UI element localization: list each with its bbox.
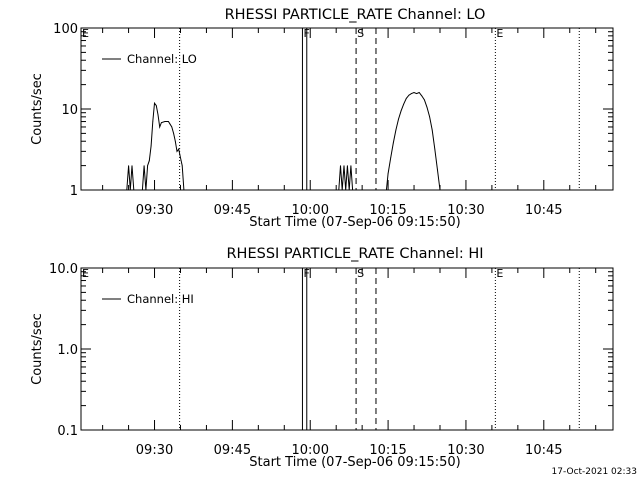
x-axis-label: Start Time (07-Sep-06 09:15:50) [249, 215, 460, 230]
data-point [157, 114, 159, 116]
data-point [408, 94, 410, 96]
x-tick-label: 10:00 [292, 443, 329, 458]
data-point [178, 148, 180, 150]
marker-label: E [82, 267, 89, 280]
data-point [155, 105, 157, 106]
data-point [352, 189, 353, 191]
data-point [341, 189, 343, 191]
data-point [431, 129, 433, 131]
data-point [164, 121, 166, 122]
y-tick-label: 100 [53, 22, 78, 37]
x-tick-label: 10:15 [369, 203, 406, 218]
data-point [390, 157, 392, 159]
x-tick-label: 10:15 [369, 443, 406, 458]
x-tick-label: 10:00 [292, 203, 329, 218]
legend-entry: Channel: HI [127, 292, 194, 306]
data-point [154, 102, 155, 104]
data-point [392, 142, 394, 144]
data-point [434, 148, 436, 150]
data-point [413, 92, 415, 93]
data-point [147, 165, 149, 167]
data-point [395, 129, 397, 131]
data-point [168, 121, 169, 122]
data-point [348, 189, 350, 191]
data-point [173, 133, 175, 134]
data-point [439, 189, 441, 191]
data-point [133, 189, 135, 191]
data-point [145, 189, 147, 191]
data-point [129, 189, 131, 191]
data-point [171, 126, 173, 128]
data-point [347, 165, 348, 167]
series-line-segment [385, 91, 441, 191]
data-point [386, 189, 387, 191]
data-point [338, 189, 340, 191]
series-line-segment [338, 165, 354, 191]
series-line-segment [126, 101, 185, 191]
data-point [128, 165, 130, 167]
data-point [400, 110, 402, 112]
x-tick-label: 09:30 [136, 203, 173, 218]
data-point [174, 140, 176, 142]
y-tick-label: 1 [70, 184, 78, 199]
chart-title: RHESSI PARTICLE_RATE Channel: HI [226, 246, 483, 262]
data-point [176, 151, 178, 152]
y-axis-label: Counts/sec [30, 73, 45, 145]
data-point [148, 160, 150, 162]
x-tick-label: 10:30 [447, 443, 484, 458]
chart-title: RHESSI PARTICLE_RATE Channel: LO [225, 7, 486, 23]
data-point [126, 189, 128, 191]
data-point [405, 98, 407, 99]
marker-label: E [496, 267, 503, 280]
data-point [437, 168, 438, 170]
data-point [142, 189, 143, 191]
x-tick-label: 10:30 [447, 203, 484, 218]
data-point [180, 157, 181, 159]
data-point [183, 189, 185, 191]
y-tick-label: 10 [61, 103, 78, 118]
legend-entry: Channel: LO [127, 52, 197, 66]
data-point [181, 165, 183, 167]
y-tick-label: 1.0 [57, 343, 78, 358]
x-tick-label: 10:45 [525, 203, 562, 218]
data-point [131, 165, 133, 167]
data-point [143, 165, 145, 167]
data-point [152, 121, 154, 122]
data-point [345, 189, 347, 191]
footer-timestamp: 17-Oct-2021 02:33 [552, 467, 637, 477]
data-point [169, 123, 171, 125]
data-point [159, 126, 161, 128]
data-point [343, 165, 345, 167]
data-point [398, 118, 399, 120]
data-point [340, 165, 341, 167]
y-axis-label: Counts/sec [30, 313, 45, 385]
data-point [350, 165, 352, 167]
data-point [426, 106, 428, 108]
x-tick-label: 09:45 [214, 443, 251, 458]
marker-label: S [357, 27, 364, 40]
data-point [161, 122, 162, 123]
data-point [421, 95, 423, 97]
data-point [403, 103, 405, 105]
y-tick-label: 10.0 [49, 262, 78, 277]
y-tick-label: 0.1 [57, 424, 78, 439]
data-point [429, 116, 430, 118]
data-point [411, 93, 412, 94]
data-point [387, 173, 389, 174]
x-tick-label: 09:45 [214, 203, 251, 218]
marker-label: E [82, 27, 89, 40]
data-point [418, 92, 420, 93]
data-point [424, 99, 425, 101]
data-point [150, 145, 152, 147]
x-axis-label: Start Time (07-Sep-06 09:15:50) [249, 455, 460, 470]
x-tick-label: 09:30 [136, 443, 173, 458]
x-tick-label: 10:45 [525, 443, 562, 458]
marker-label: S [357, 267, 364, 280]
marker-label: E [496, 27, 503, 40]
data-point [416, 93, 417, 94]
